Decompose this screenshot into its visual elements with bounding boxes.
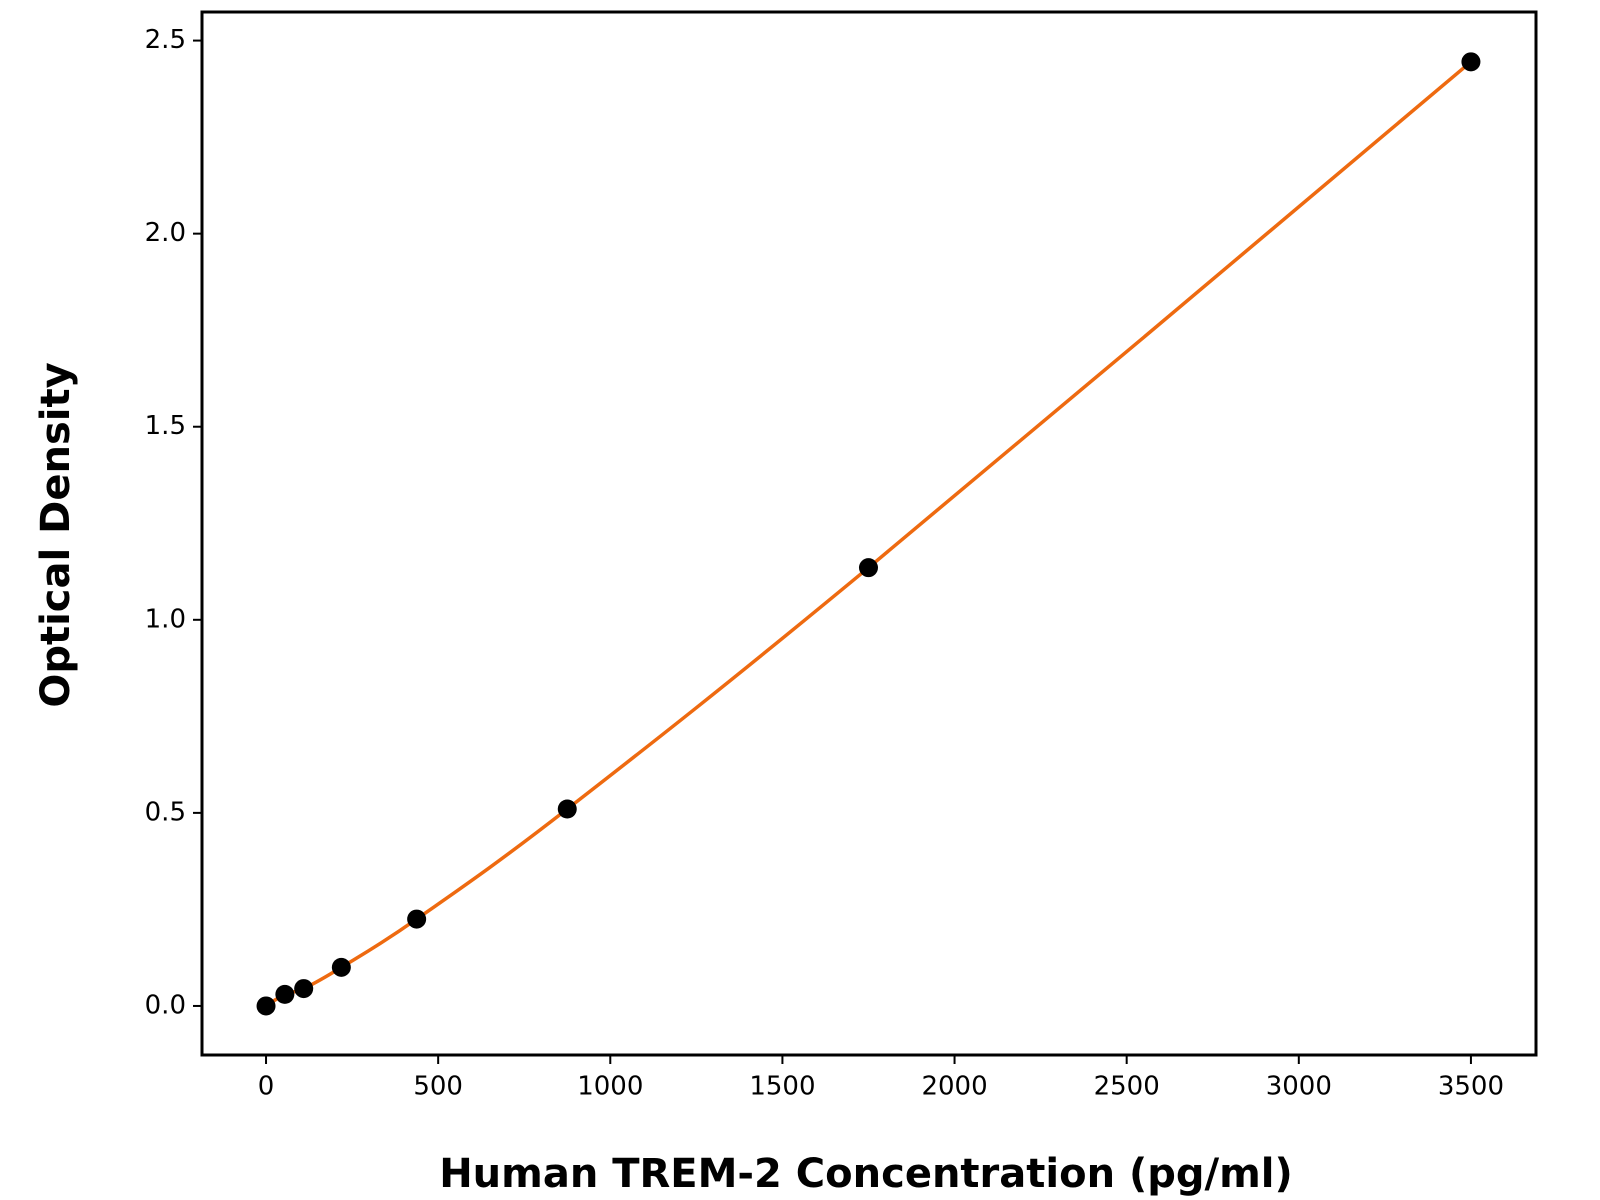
y-tick-label: 2.5: [145, 25, 186, 55]
data-point: [294, 979, 314, 999]
plot-frame: [200, 10, 1538, 1057]
x-tick-label: 2000: [921, 1072, 987, 1102]
x-axis-title: Human TREM-2 Concentration (pg/ml): [439, 1151, 1293, 1197]
fit-curve: [265, 60, 1473, 1008]
x-tick-label: 2500: [1094, 1072, 1160, 1102]
y-tick-label: 1.5: [145, 411, 186, 441]
data-point: [858, 558, 878, 578]
x-tick-label: 3500: [1438, 1072, 1504, 1102]
data-point: [256, 996, 276, 1016]
data-point: [275, 984, 295, 1004]
x-tick-label: 3000: [1266, 1072, 1332, 1102]
data-point: [331, 957, 351, 977]
x-tick-label: 0: [258, 1072, 275, 1102]
y-tick-label: 2.0: [145, 218, 186, 248]
y-axis-title: Optical Density: [33, 362, 79, 707]
data-point: [1461, 52, 1481, 72]
data-point: [557, 799, 577, 819]
x-tick-label: 500: [413, 1072, 463, 1102]
y-tick-label: 0.5: [145, 797, 186, 827]
x-tick-label: 1000: [577, 1072, 643, 1102]
x-tick-label: 1500: [749, 1072, 815, 1102]
data-point: [407, 909, 427, 929]
y-tick-label: 1.0: [145, 604, 186, 634]
y-tick-label: 0.0: [145, 990, 186, 1020]
